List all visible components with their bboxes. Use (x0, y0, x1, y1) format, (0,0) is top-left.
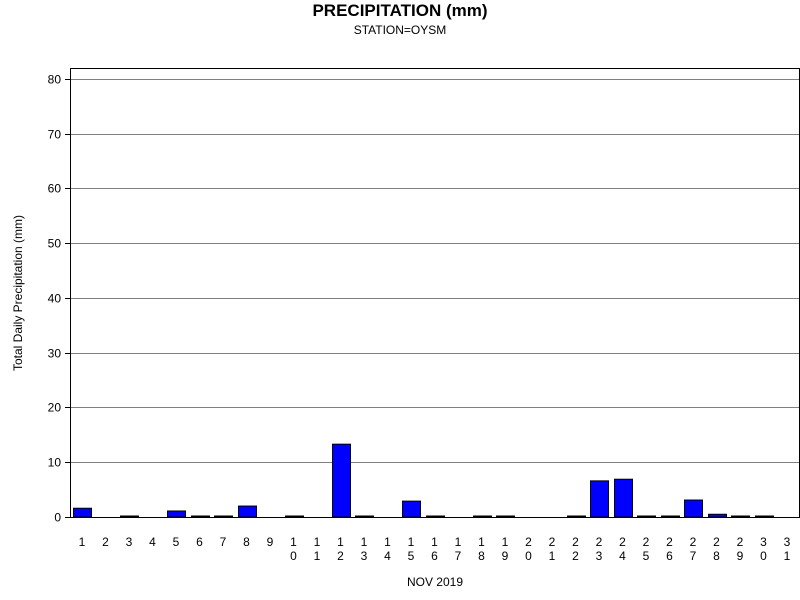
x-tick-label: 2 (525, 535, 532, 549)
x-tick-label: 6 (666, 549, 673, 563)
x-tick-label: 2 (337, 549, 344, 563)
x-tick-label: 2 (619, 535, 626, 549)
bar-day-19 (496, 515, 515, 518)
x-tick-label: 0 (760, 549, 767, 563)
x-tick-label: 1 (384, 535, 391, 549)
bar-day-8 (238, 505, 257, 518)
bar-day-22 (567, 515, 586, 518)
bar-day-25 (637, 515, 656, 518)
plot-frame (70, 68, 800, 518)
bar-day-10 (285, 515, 304, 518)
bar-day-13 (355, 515, 374, 518)
bar-day-15 (402, 500, 421, 518)
bar-day-5 (167, 510, 186, 518)
x-tick-label: 1 (784, 549, 791, 563)
x-tick-label: 3 (596, 549, 603, 563)
x-tick-label: 2 (713, 535, 720, 549)
x-tick-label: 2 (666, 535, 673, 549)
bar-day-29 (731, 515, 750, 518)
x-tick-label: 9 (267, 535, 274, 549)
x-tick-label: 1 (314, 549, 321, 563)
x-tick-label: 3 (760, 535, 767, 549)
x-tick-label: 2 (549, 535, 556, 549)
y-tick-label: 0 (54, 511, 61, 525)
bar-day-27 (684, 499, 703, 518)
x-tick-label: 8 (478, 549, 485, 563)
bar-day-23 (590, 480, 609, 518)
bar-day-7 (214, 515, 233, 518)
x-tick-label: 0 (290, 549, 297, 563)
x-tick-label: 1 (314, 535, 321, 549)
bar-day-24 (614, 478, 633, 518)
x-tick-label: 2 (572, 549, 579, 563)
x-tick-label: 2 (643, 535, 650, 549)
bar-day-26 (661, 515, 680, 518)
y-axis-label: Total Daily Precipitation (mm) (11, 214, 25, 372)
x-tick-label: 1 (502, 535, 509, 549)
x-tick-label: 3 (361, 549, 368, 563)
x-tick-label: 9 (502, 549, 509, 563)
x-tick-label: 7 (690, 549, 697, 563)
x-tick-label: 2 (572, 535, 579, 549)
x-tick-label: 1 (290, 535, 297, 549)
y-tick-label: 30 (48, 347, 62, 361)
x-tick-label: 1 (455, 535, 462, 549)
x-tick-label: 4 (149, 535, 156, 549)
x-tick-label: 1 (337, 535, 344, 549)
x-tick-label: 6 (431, 549, 438, 563)
y-tick-label: 50 (48, 237, 62, 251)
x-tick-label: 2 (737, 535, 744, 549)
x-axis-label: NOV 2019 (406, 575, 464, 589)
x-tick-label: 3 (784, 535, 791, 549)
x-tick-label: 6 (196, 535, 203, 549)
x-tick-label: 8 (713, 549, 720, 563)
bar-day-1 (73, 507, 92, 518)
bar-day-28 (708, 513, 727, 518)
x-tick-label: 0 (525, 549, 532, 563)
x-tick-label: 9 (737, 549, 744, 563)
bar-day-30 (755, 515, 774, 518)
x-tick-label: 5 (173, 535, 180, 549)
bar-day-12 (332, 443, 351, 518)
x-tick-label: 5 (408, 549, 415, 563)
bar-day-3 (120, 515, 139, 518)
x-tick-label: 1 (478, 535, 485, 549)
x-tick-label: 2 (690, 535, 697, 549)
x-tick-label: 7 (455, 549, 462, 563)
x-tick-label: 2 (596, 535, 603, 549)
bar-day-18 (473, 515, 492, 518)
chart-title: PRECIPITATION (mm) (312, 1, 488, 20)
x-tick-label: 8 (243, 535, 250, 549)
x-tick-label: 1 (549, 549, 556, 563)
bar-day-16 (426, 515, 445, 518)
chart-subtitle: STATION=OYSM (353, 23, 447, 37)
x-tick-label: 4 (619, 549, 626, 563)
y-tick-label: 40 (48, 292, 62, 306)
x-tick-label: 1 (408, 535, 415, 549)
x-tick-label: 4 (384, 549, 391, 563)
y-tick-label: 10 (48, 456, 62, 470)
x-tick-label: 3 (126, 535, 133, 549)
x-tick-label: 1 (79, 535, 86, 549)
x-tick-label: 2 (102, 535, 109, 549)
x-tick-label: 7 (220, 535, 227, 549)
y-tick-label: 80 (48, 73, 62, 87)
y-tick-label: 60 (48, 182, 62, 196)
x-tick-label: 1 (361, 535, 368, 549)
bar-day-6 (191, 515, 210, 518)
y-tick-label: 70 (48, 128, 62, 142)
x-tick-label: 5 (643, 549, 650, 563)
y-tick-label: 20 (48, 401, 62, 415)
x-tick-label: 1 (431, 535, 438, 549)
